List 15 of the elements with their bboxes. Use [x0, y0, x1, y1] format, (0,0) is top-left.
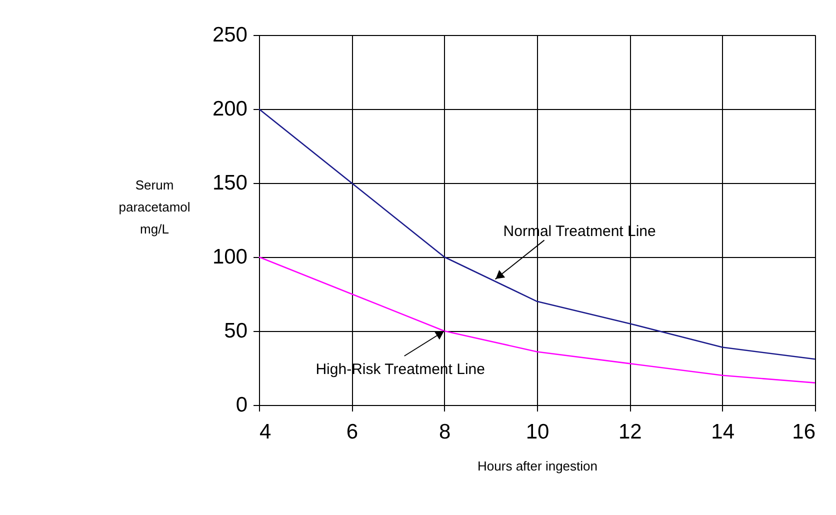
y-tick-label: 250 — [212, 24, 248, 46]
y-axis-title: Serum paracetamol mg/L — [118, 178, 190, 236]
x-axis-title: Hours after ingestion — [478, 458, 598, 474]
y-tick-label: 150 — [212, 172, 248, 194]
y-tick-label: 100 — [212, 246, 248, 268]
x-tick-label: 12 — [618, 420, 642, 444]
y-tick-label: 200 — [212, 98, 248, 120]
y-tick-label: 50 — [224, 320, 248, 342]
x-tick-label: 6 — [346, 420, 358, 444]
y-tick-label: 0 — [236, 394, 248, 416]
x-tick-label: 8 — [438, 420, 451, 444]
x-tick-label: 16 — [792, 420, 816, 444]
x-tick-label: 10 — [526, 420, 550, 444]
x-tick-label: 14 — [711, 420, 735, 444]
x-tick-label: 4 — [260, 420, 272, 444]
